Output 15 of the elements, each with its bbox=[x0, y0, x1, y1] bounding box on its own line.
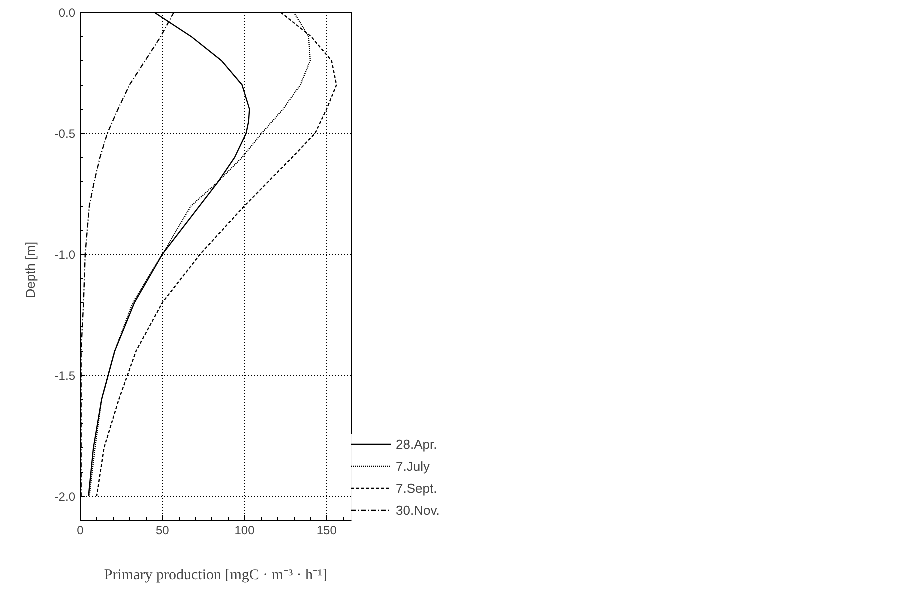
x-tick-label: 50 bbox=[156, 524, 170, 538]
x-tick-label: 150 bbox=[316, 524, 338, 538]
y-tick-label: 0.0 bbox=[58, 6, 76, 20]
x-tick-label: 0 bbox=[77, 524, 84, 538]
legend-label: 7.Sept. bbox=[396, 480, 438, 496]
legend-label: 30.Nov. bbox=[396, 502, 440, 518]
x-tick-label: 100 bbox=[234, 524, 256, 538]
legend-label: 7.July bbox=[396, 458, 430, 474]
x-axis-title: Primary production [mgC · m⁻³ · h⁻¹] bbox=[104, 568, 328, 584]
y-tick-label: -1.5 bbox=[54, 368, 76, 383]
y-tick-label: -1.0 bbox=[54, 248, 76, 262]
y-tick-label: -0.5 bbox=[54, 126, 76, 141]
y-axis-title: Depth [m] bbox=[22, 242, 38, 298]
legend-label: 28.Apr. bbox=[396, 436, 438, 452]
y-tick-label: -2.0 bbox=[54, 490, 76, 504]
